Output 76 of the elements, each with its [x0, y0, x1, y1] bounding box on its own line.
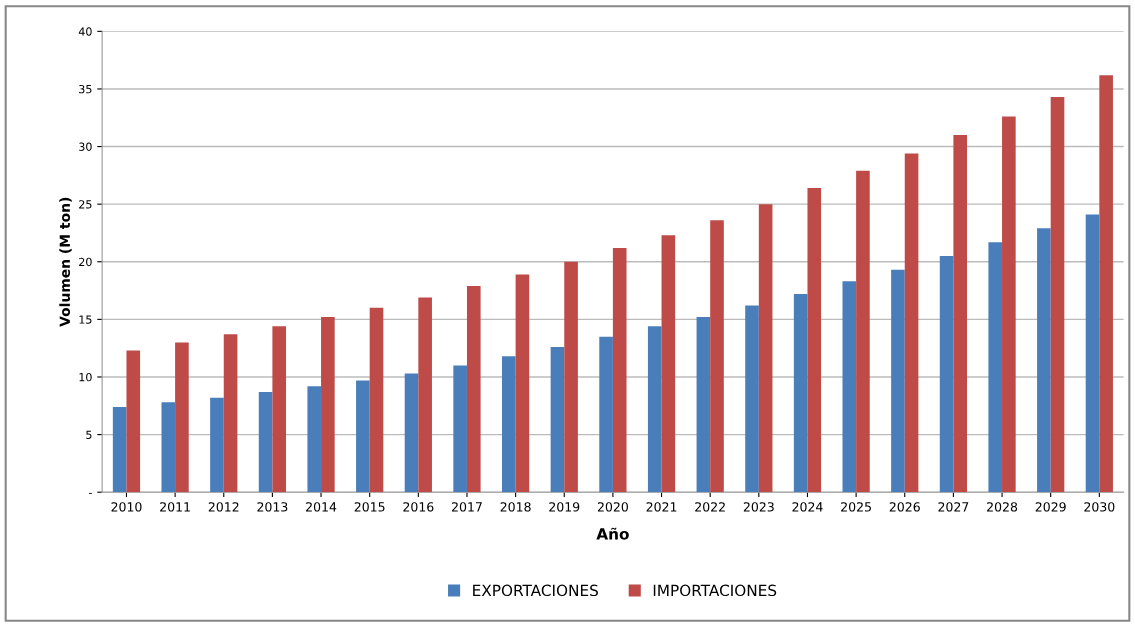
x-tick-label: 2012 [208, 502, 239, 512]
x-tick-label: 2027 [938, 502, 969, 512]
bar [807, 188, 822, 493]
x-tick-label: 2021 [646, 502, 677, 512]
y-tick-label: 10 [79, 372, 92, 382]
bar [939, 256, 954, 493]
bar [904, 153, 919, 493]
bar [988, 242, 1003, 493]
bar [1085, 214, 1100, 493]
bar [599, 336, 613, 493]
bar [126, 350, 141, 493]
y-tick-label: 35 [79, 84, 92, 94]
x-tick-label: 2028 [987, 502, 1018, 512]
x-tick-label: 2026 [889, 502, 920, 512]
bar [953, 135, 968, 493]
bar [1050, 97, 1065, 493]
y-tick-label: 15 [79, 315, 92, 324]
bar [418, 297, 432, 493]
bar [661, 235, 676, 493]
y-tick-label: 30 [79, 142, 92, 151]
x-tick-label: 2010 [111, 502, 142, 512]
bar [466, 285, 481, 493]
bar [612, 247, 627, 493]
y-tick-label: 25 [79, 200, 92, 209]
x-tick-label: 2015 [354, 502, 385, 512]
x-tick-label: 2024 [792, 502, 823, 512]
x-tick-label: 2029 [1035, 502, 1066, 512]
bar [223, 334, 238, 493]
bar [710, 220, 724, 493]
x-tick-label: 2014 [306, 502, 337, 512]
bar [453, 365, 467, 493]
y-tick-label: 20 [79, 257, 92, 267]
y-tick-label: - [88, 492, 92, 494]
x-tick-label: 2017 [451, 502, 482, 512]
bar [1099, 75, 1113, 493]
y-tick-label: 5 [86, 430, 92, 439]
bar [161, 402, 176, 493]
bar [793, 294, 808, 493]
x-tick-label: 2022 [695, 502, 725, 512]
bar [321, 317, 335, 493]
x-tick-label: 2030 [1084, 502, 1115, 512]
bar [356, 380, 370, 493]
bar [210, 397, 224, 493]
legend-label: IMPORTACIONES [653, 584, 777, 597]
bar [515, 274, 530, 493]
y-axis-title: Volumen (M ton) [59, 197, 72, 327]
legend-label: EXPORTACIONES [473, 584, 598, 597]
bar [891, 269, 905, 493]
bar [272, 326, 287, 493]
x-tick-label: 2023 [743, 502, 774, 512]
bar [112, 406, 127, 493]
bar [307, 386, 322, 493]
bar [564, 261, 578, 493]
x-tick-label: 2013 [257, 502, 288, 512]
bar [175, 342, 189, 493]
x-tick-label: 2025 [841, 502, 871, 512]
bar [842, 281, 857, 493]
bar [1002, 116, 1016, 493]
x-tick-label: 2011 [160, 502, 190, 512]
bar [369, 307, 384, 493]
x-tick-label: 2018 [500, 502, 531, 512]
bar [745, 305, 759, 493]
bar [647, 326, 662, 493]
bar [550, 347, 565, 493]
y-tick-label: 40 [78, 27, 92, 36]
bar [758, 204, 773, 493]
bar [258, 391, 273, 493]
x-tick-label: 2020 [597, 502, 628, 512]
bar [404, 373, 419, 493]
bar [1037, 228, 1051, 493]
x-tick-label: 2016 [403, 502, 434, 512]
bar [856, 170, 870, 493]
x-tick-label: 2019 [549, 502, 580, 512]
bar [696, 317, 711, 493]
x-axis-title: Año [596, 527, 629, 540]
bar [501, 356, 516, 493]
